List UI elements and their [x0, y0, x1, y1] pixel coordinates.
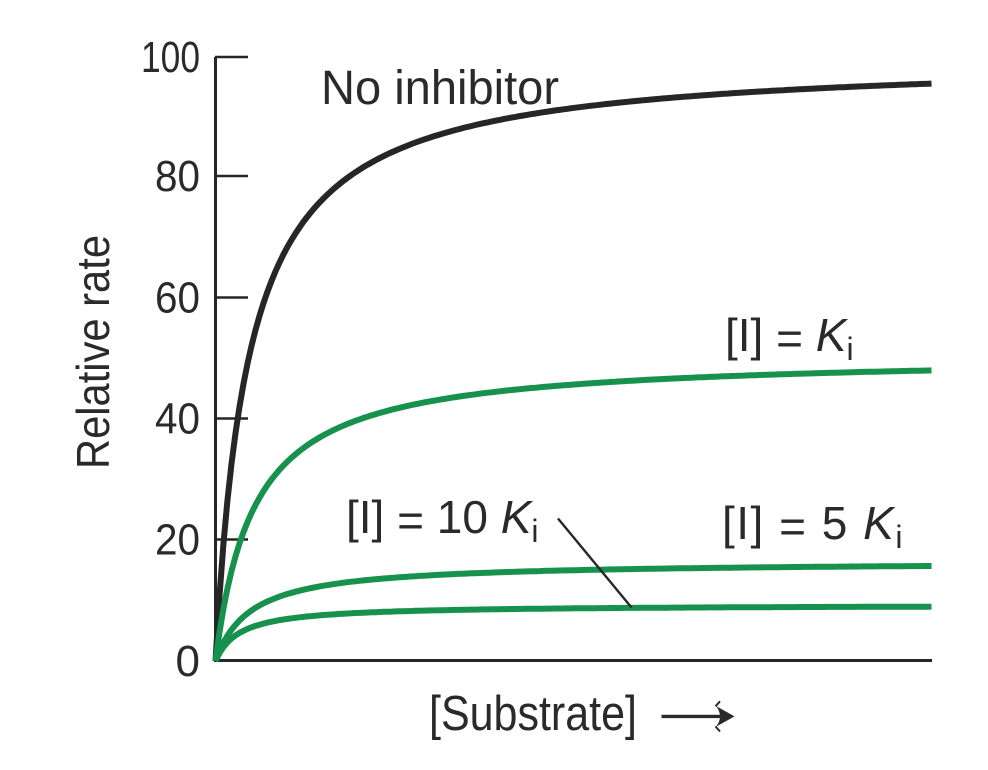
svg-text:60: 60 — [155, 274, 200, 323]
svg-text:100: 100 — [141, 33, 200, 82]
svg-text:40: 40 — [155, 395, 200, 444]
svg-text:[I] = Ki: [I] = Ki — [725, 309, 854, 367]
svg-text:20: 20 — [155, 516, 200, 565]
svg-text:[I] = 5 Ki: [I] = 5 Ki — [722, 497, 904, 555]
svg-text:0: 0 — [176, 637, 200, 686]
svg-text:No inhibitor: No inhibitor — [321, 62, 559, 115]
svg-text:[Substrate]: [Substrate] — [429, 687, 637, 741]
svg-text:80: 80 — [155, 152, 200, 201]
svg-text:[I] = 10 Ki: [I] = 10 Ki — [346, 491, 539, 549]
svg-text:Relative rate: Relative rate — [67, 235, 119, 469]
